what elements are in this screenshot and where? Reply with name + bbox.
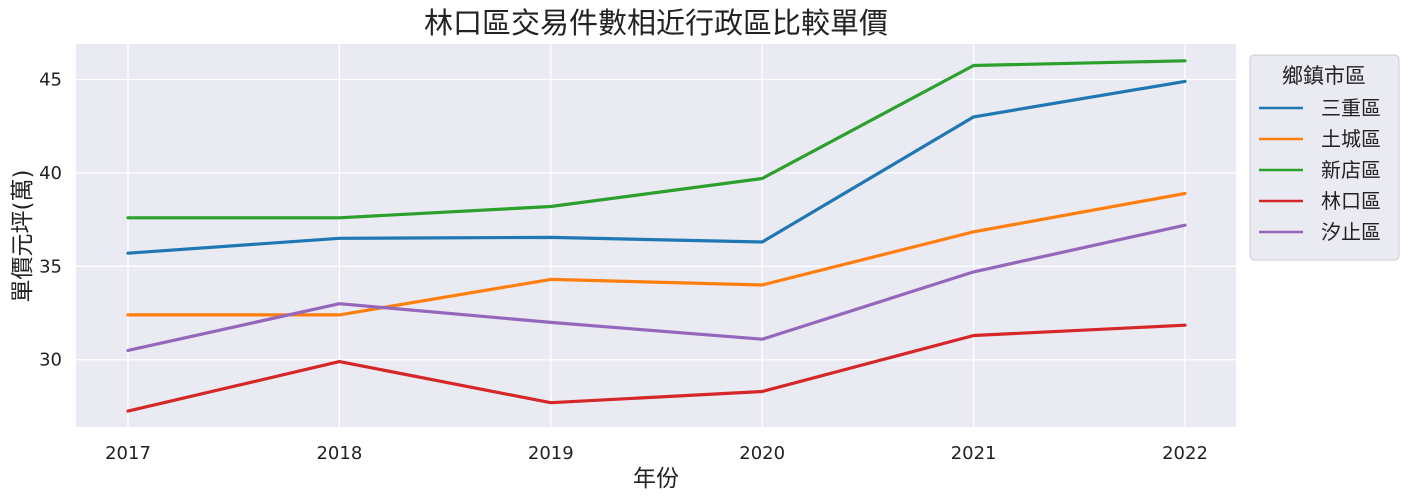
- data-point: [761, 390, 764, 393]
- y-tick-label: 45: [39, 69, 62, 90]
- data-point: [126, 216, 130, 219]
- x-tick-label: 2021: [951, 443, 997, 464]
- chart-title: 林口區交易件數相近行政區比較單價: [424, 6, 888, 40]
- plot-area: [76, 44, 1236, 427]
- x-tick-label: 2018: [316, 443, 362, 464]
- series-line: [126, 223, 1187, 352]
- data-point: [972, 270, 975, 274]
- data-point: [126, 409, 130, 413]
- data-point: [972, 334, 975, 337]
- data-point: [549, 401, 552, 404]
- y-tick-label: 30: [39, 350, 62, 371]
- y-tick-label: 40: [39, 163, 62, 184]
- data-point: [1183, 224, 1187, 227]
- data-point: [1183, 192, 1187, 195]
- series-line: [126, 79, 1187, 255]
- x-tick-label: 2019: [528, 443, 574, 464]
- data-point: [761, 283, 764, 287]
- series-line: [126, 323, 1187, 413]
- data-point: [549, 236, 552, 239]
- legend-label: 汐止區: [1321, 220, 1381, 244]
- legend-title: 鄉鎮市區: [1282, 64, 1366, 88]
- series-line: [126, 59, 1187, 220]
- legend-label: 林口區: [1321, 189, 1381, 213]
- data-point: [761, 177, 764, 180]
- data-point: [338, 237, 341, 240]
- y-tick-labels: 30 35 40 45: [39, 69, 62, 370]
- x-axis-label: 年份: [633, 466, 679, 492]
- grid-lines: [76, 44, 1236, 427]
- y-tick-label: 35: [39, 256, 62, 277]
- data-point: [1183, 59, 1187, 63]
- data-point: [972, 64, 975, 67]
- legend-box: [1249, 54, 1400, 261]
- legend-label: 新店區: [1321, 158, 1381, 182]
- data-point: [549, 278, 552, 281]
- data-point: [126, 349, 130, 352]
- x-tick-label: 2020: [739, 443, 785, 464]
- data-point: [761, 337, 764, 341]
- data-point: [549, 321, 552, 324]
- x-tick-labels: 2017 2018 2019 2020 2021 2022: [105, 443, 1208, 464]
- series-lines: [126, 59, 1187, 413]
- data-point: [1183, 80, 1187, 83]
- data-point: [338, 216, 341, 219]
- data-point: [549, 205, 552, 208]
- series-line: [126, 191, 1187, 317]
- data-point: [972, 230, 975, 233]
- data-point: [338, 313, 341, 317]
- data-point: [1183, 323, 1187, 327]
- data-point: [972, 115, 975, 119]
- data-point: [338, 360, 341, 363]
- y-axis-label: 單價元坪(萬): [10, 170, 36, 303]
- data-point: [761, 240, 764, 244]
- data-point: [338, 302, 341, 305]
- data-point: [126, 252, 130, 255]
- data-point: [126, 313, 130, 317]
- x-tick-label: 2022: [1162, 443, 1208, 464]
- legend-label: 三重區: [1321, 96, 1381, 120]
- legend-label: 土城區: [1321, 127, 1381, 151]
- x-tick-label: 2017: [105, 443, 151, 464]
